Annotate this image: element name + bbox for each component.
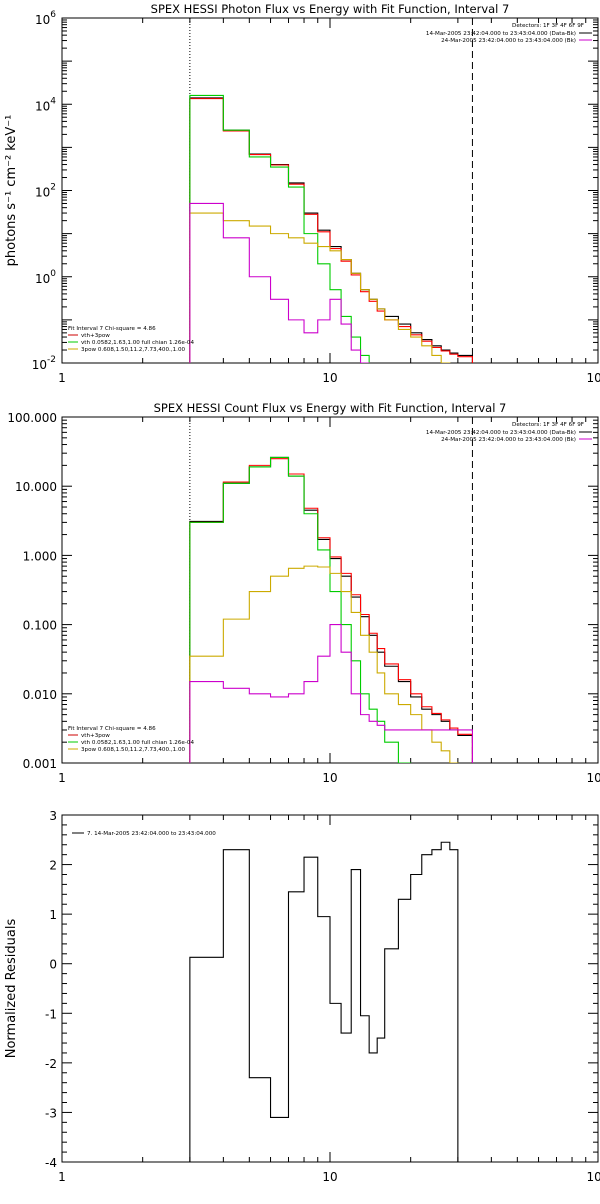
panel2-xtick-label: 10 <box>322 771 337 785</box>
panel1-ytick-label: 106 <box>35 10 56 27</box>
panel1-legend-entry: 14-Mar-2005 23:42:04.000 to 23:43:04.000… <box>426 31 576 37</box>
panel2-ytick-label: 0.001 <box>23 757 57 771</box>
panel1-ytick-label: 10-2 <box>32 355 56 372</box>
panel1-fit-legend-entry: 3pow 0.608,1.50,11.2,7.73,400.,1.00 <box>81 347 186 353</box>
panel2-ytick-label: 100.000 <box>7 411 57 425</box>
panel2-ytick-label: 10.000 <box>15 480 57 494</box>
panel2-series-5 <box>189 624 473 763</box>
panel1-ytick-label: 100 <box>35 269 56 286</box>
panel3-ytick-label: -2 <box>45 1057 57 1071</box>
panel1-fit-legend-entry: vth 0.0582,1.63,1.00 full chian 1.26e-04 <box>81 340 194 346</box>
panel2-legend-entry: 24-Mar-2005 23:42:04.000 to 23:43:04.000… <box>441 437 576 443</box>
panel3-ytick-label: -4 <box>45 1156 57 1170</box>
panel2-ytick-label: 0.010 <box>23 688 57 702</box>
panel1-series-2 <box>189 98 473 363</box>
panel2-title: SPEX HESSI Count Flux vs Energy with Fit… <box>154 401 507 415</box>
panel1-series-5 <box>189 202 370 363</box>
panel2-fit-legend-entry: vth 0.0582,1.63,1.00 full chian 1.26e-04 <box>81 740 194 746</box>
panel2-ytick-label: 1.000 <box>23 549 57 563</box>
panel3-series-1 <box>189 841 459 1162</box>
panel2-legend-header: Detectors: 1F 3F 4F 6F 9F <box>512 422 584 428</box>
panel1-ylabel: photons s⁻¹ cm⁻² keV⁻¹ <box>4 115 19 267</box>
panel3-ytick-label: 2 <box>49 859 57 873</box>
panel2-fit-legend-header: Fit Interval 7 Chi-square = 4.86 <box>68 726 156 732</box>
panel3-xtick-label: 100 <box>587 1170 600 1184</box>
panel1-ytick-label: 102 <box>35 183 56 200</box>
panel3-legend-entry: 7. 14-Mar-2005 23:42:04.000 to 23:43:04.… <box>87 831 216 837</box>
panel1-series-4 <box>189 212 451 363</box>
panel3-ytick-label: 0 <box>49 958 57 972</box>
panel1-fit-legend-header: Fit Interval 7 Chi-square = 4.86 <box>68 326 156 332</box>
panel1-xtick-label: 1 <box>58 371 66 385</box>
panel3-ylabel: Normalized Residuals <box>4 919 19 1059</box>
panel1-xtick-label: 10 <box>322 371 337 385</box>
panel2-series-3 <box>189 456 412 763</box>
panel1-fit-legend-entry: vth+3pow <box>81 333 110 339</box>
panel3-xtick-label: 10 <box>322 1170 337 1184</box>
panel1-series-1 <box>189 97 473 363</box>
panel1-title: SPEX HESSI Photon Flux vs Energy with Fi… <box>151 2 510 16</box>
panel2-legend-entry: 14-Mar-2005 23:42:04.000 to 23:43:04.000… <box>426 430 576 436</box>
panel3-ytick-label: 3 <box>49 809 57 823</box>
panel3-ytick-label: 1 <box>49 908 57 922</box>
panel2-xtick-label: 100 <box>587 771 600 785</box>
panel2-series-1 <box>189 456 473 763</box>
panel1-ytick-label: 104 <box>35 96 56 113</box>
panel3-ytick-label: -1 <box>45 1007 57 1021</box>
panel1-legend-entry: 24-Mar-2005 23:42:04.000 to 23:43:04.000… <box>441 38 576 44</box>
panel2-ytick-label: 0.100 <box>23 619 57 633</box>
panel2-fit-legend-entry: 3pow 0.608,1.50,11.2,7.73,400.,1.00 <box>81 747 186 753</box>
panel1-series-3 <box>189 94 370 363</box>
panel2-fit-legend-entry: vth+3pow <box>81 733 110 739</box>
panel2-series-4 <box>189 565 459 763</box>
panel3-xtick-label: 1 <box>58 1170 66 1184</box>
panel2-xtick-label: 1 <box>58 771 66 785</box>
panel1-legend-header: Detectors: 1F 3F 4F 6F 9F <box>512 23 584 29</box>
panel3-ytick-label: -3 <box>45 1106 57 1120</box>
panel2-series-2 <box>189 458 473 763</box>
panel1-xtick-label: 100 <box>587 371 600 385</box>
